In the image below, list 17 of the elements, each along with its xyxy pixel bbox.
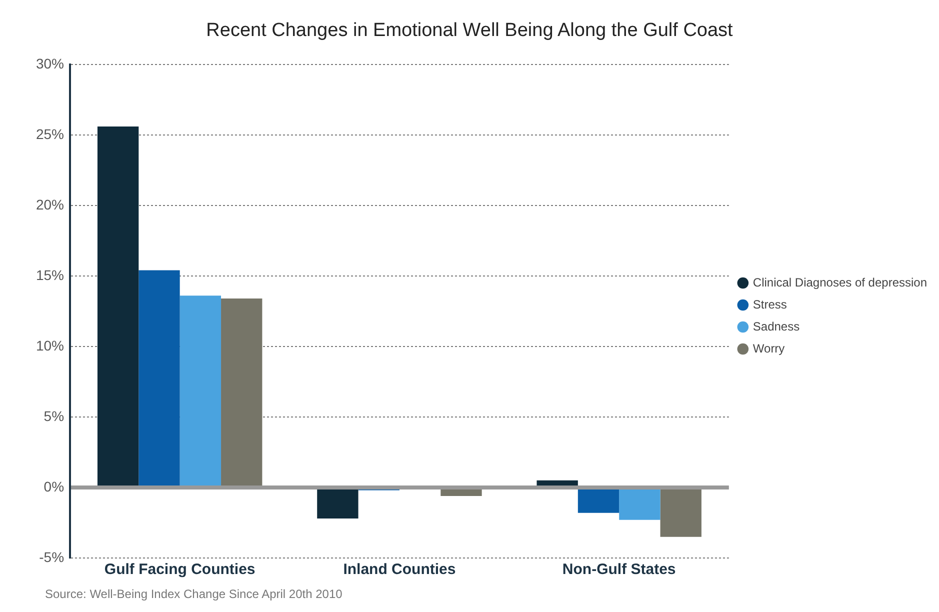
legend-label: Clinical Diagnoses of depression — [752, 275, 927, 290]
y-tick-label: 15% — [36, 266, 64, 283]
legend-label: Worry — [752, 341, 785, 356]
y-tick-label: 10% — [36, 337, 64, 354]
x-tick-label: Non-Gulf States — [562, 561, 676, 578]
y-tick-label: 30% — [36, 55, 64, 72]
y-tick-label: 5% — [44, 408, 64, 424]
legend-label: Sadness — [752, 319, 800, 334]
y-tick-label: 20% — [36, 196, 64, 212]
x-tick-label: Gulf Facing Counties — [104, 561, 256, 578]
y-tick-label: 25% — [36, 126, 64, 142]
y-tick-label: -5% — [39, 548, 64, 565]
source-note: Source: Well-Being Index Change Since April 20th 2010 — [45, 587, 342, 601]
legend-label: Stress — [752, 297, 787, 312]
y-tick-label: 0% — [44, 478, 64, 494]
x-tick-label: Inland Counties — [343, 561, 456, 578]
chart-title: Recent Changes in Emotional Well Being Along the Gulf Coast — [205, 20, 734, 42]
